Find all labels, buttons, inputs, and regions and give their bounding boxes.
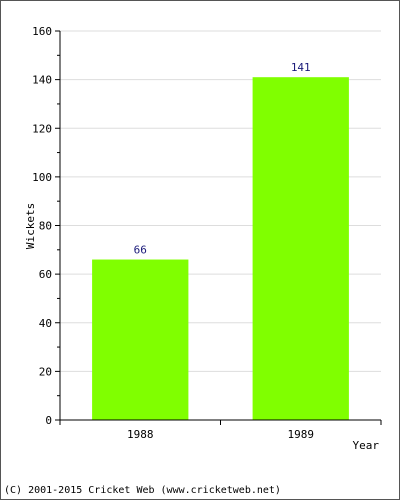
copyright-footer: (C) 2001-2015 Cricket Web (www.cricketwe…	[4, 485, 281, 496]
y-tick-label: 120	[32, 122, 52, 135]
y-tick-label: 20	[39, 365, 52, 378]
bars	[92, 77, 349, 420]
y-axis-title: Wickets	[24, 203, 37, 249]
y-tick-label: 80	[39, 220, 52, 233]
y-tick-label: 140	[32, 74, 52, 87]
x-tick-label: 1989	[288, 428, 315, 441]
y-tick-label: 0	[45, 414, 52, 427]
bar	[252, 77, 349, 420]
y-tick-label: 40	[39, 317, 52, 330]
x-tick-label: 1988	[127, 428, 154, 441]
x-axis-title: Year	[353, 439, 380, 452]
data-labels: 66 141	[134, 61, 311, 256]
x-ticks: 1988 1989	[59, 420, 382, 441]
y-tick-label: 100	[32, 171, 52, 184]
data-label: 66	[134, 244, 147, 257]
bar	[92, 259, 189, 420]
y-ticks: 0 20 40 60 80 100 120 140 160	[32, 25, 60, 427]
data-label: 141	[291, 61, 311, 74]
y-tick-label: 60	[39, 268, 52, 281]
y-tick-label: 160	[32, 25, 52, 38]
